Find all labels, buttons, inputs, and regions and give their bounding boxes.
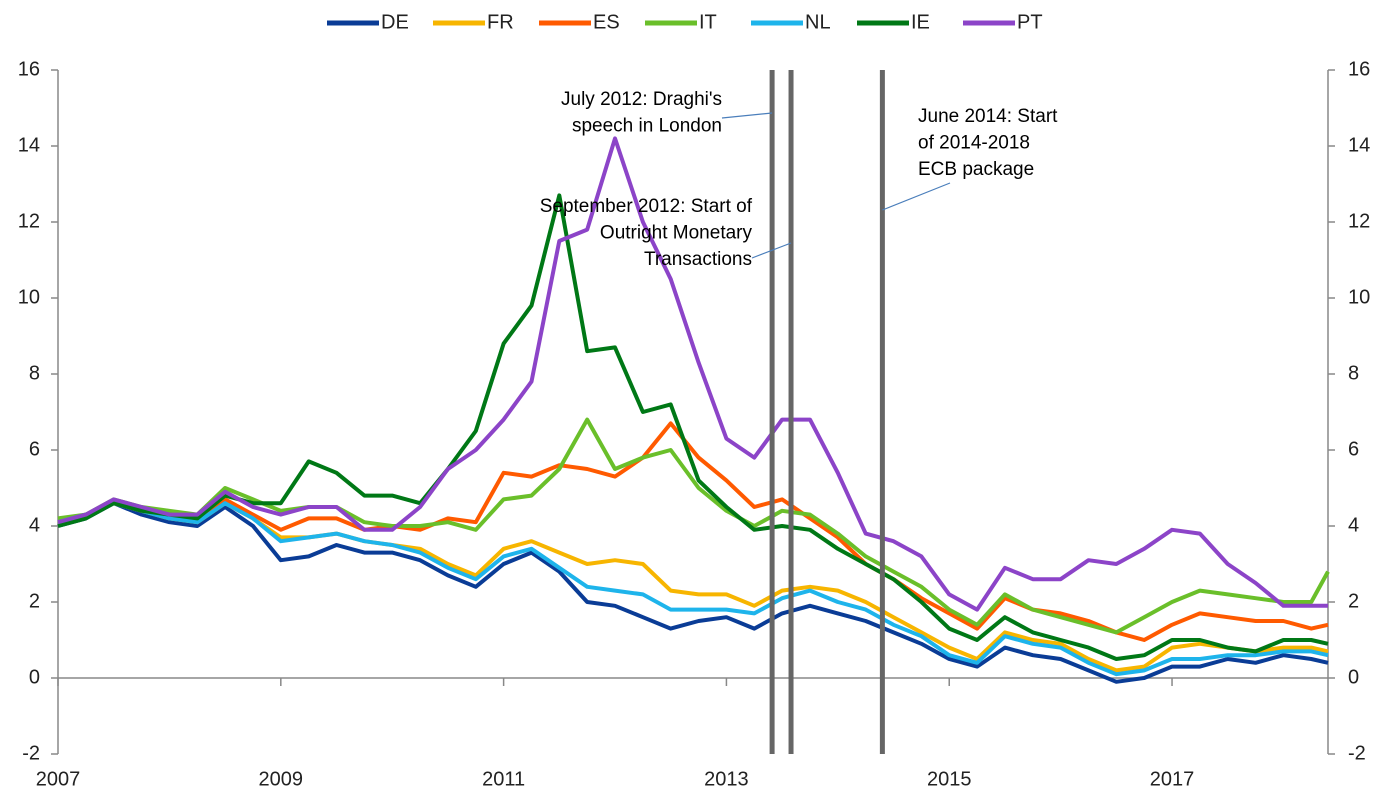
annotation-connector bbox=[751, 242, 792, 259]
annotation-text: July 2012: Draghi's bbox=[561, 89, 722, 110]
y2-tick-label: 14 bbox=[1348, 134, 1370, 156]
y-tick-label: 0 bbox=[29, 666, 40, 688]
y-tick-label: 8 bbox=[29, 362, 40, 384]
annotation-text: Outright Monetary bbox=[600, 223, 753, 244]
y2-tick-label: 8 bbox=[1348, 362, 1359, 384]
x-tick-label: 2017 bbox=[1150, 768, 1195, 790]
y2-tick-label: -2 bbox=[1348, 742, 1366, 764]
x-tick-label: 2011 bbox=[482, 768, 525, 790]
legend-label: PT bbox=[1017, 11, 1043, 33]
series-line bbox=[57, 417, 1330, 635]
series-line bbox=[57, 421, 1329, 642]
legend-label: ES bbox=[593, 11, 620, 33]
legend-label: DE bbox=[381, 11, 409, 33]
series-line bbox=[57, 501, 1329, 684]
annotation-connector bbox=[882, 182, 951, 211]
x-tick-label: 2015 bbox=[927, 768, 972, 790]
y2-tick-label: 16 bbox=[1348, 58, 1370, 80]
y-tick-label: 2 bbox=[29, 590, 40, 612]
y-tick-label: 10 bbox=[18, 286, 40, 308]
y-tick-label: 16 bbox=[18, 58, 40, 80]
annotation-text: September 2012: Start of bbox=[540, 196, 753, 217]
y2-tick-label: 12 bbox=[1348, 210, 1370, 232]
y-tick-label: 4 bbox=[29, 514, 40, 536]
x-tick-label: 2013 bbox=[704, 768, 749, 790]
y2-tick-label: 2 bbox=[1348, 590, 1359, 612]
y2-tick-label: 10 bbox=[1348, 286, 1370, 308]
annotation-text: of 2014-2018 bbox=[918, 133, 1030, 154]
annotation-text: Transactions bbox=[644, 249, 752, 270]
y-tick-label: -2 bbox=[22, 742, 40, 764]
legend-label: NL bbox=[805, 11, 831, 33]
y-tick-label: 14 bbox=[18, 134, 40, 156]
annotation-connector bbox=[721, 112, 773, 119]
series-line bbox=[57, 136, 1328, 612]
annotation-text: speech in London bbox=[572, 116, 722, 137]
y-tick-label: 12 bbox=[18, 210, 40, 232]
legend-label: IE bbox=[911, 11, 930, 33]
y2-tick-label: 6 bbox=[1348, 438, 1359, 460]
legend-label: IT bbox=[699, 11, 717, 33]
annotation-text: ECB package bbox=[918, 159, 1034, 180]
x-tick-label: 2007 bbox=[36, 768, 81, 790]
y2-tick-label: 0 bbox=[1348, 666, 1359, 688]
annotation-text: June 2014: Start bbox=[918, 106, 1058, 127]
y-tick-label: 6 bbox=[29, 438, 40, 460]
series-line bbox=[57, 501, 1329, 673]
series-line bbox=[57, 501, 1329, 677]
series-line bbox=[57, 193, 1329, 661]
legend-label: FR bbox=[487, 11, 514, 33]
x-tick-label: 2009 bbox=[259, 768, 304, 790]
y2-tick-label: 4 bbox=[1348, 514, 1359, 536]
